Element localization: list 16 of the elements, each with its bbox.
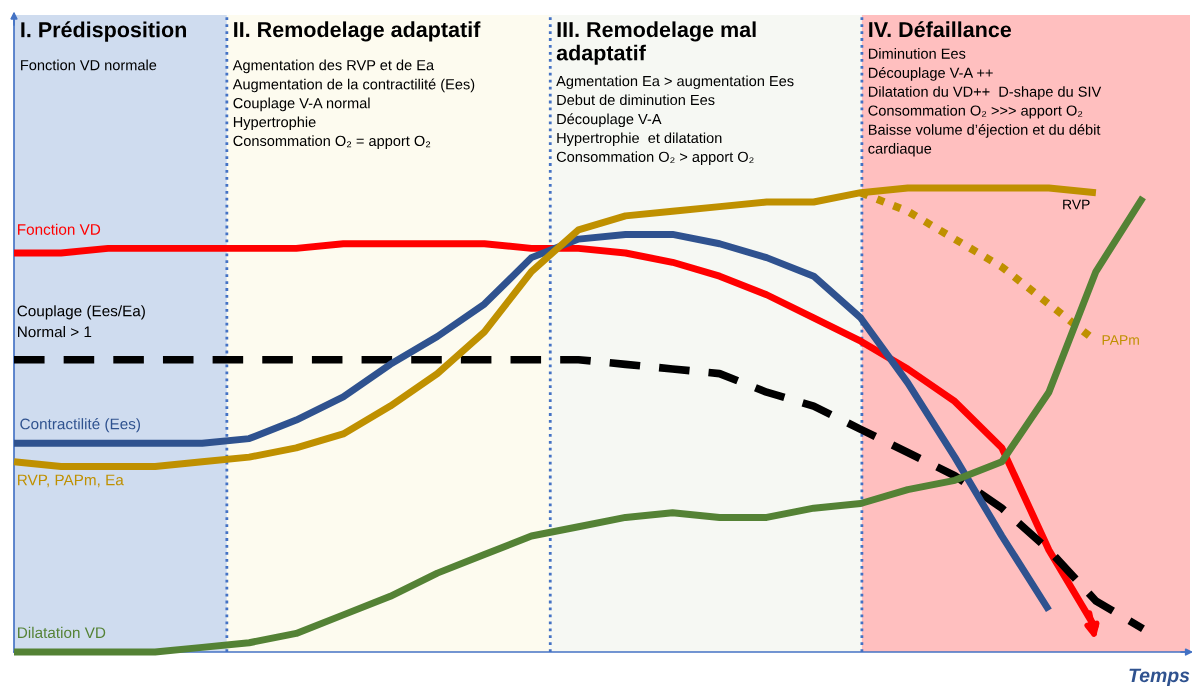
x-axis-title: Temps bbox=[1129, 668, 1190, 687]
text: IV. Défaillance bbox=[869, 21, 1012, 38]
series-label: Fonction VD bbox=[18, 223, 101, 235]
series-label: RVP, PAPm, Ea bbox=[18, 474, 124, 488]
annotation: RVP bbox=[1063, 199, 1090, 210]
series-label: Contractilité (Ees) bbox=[20, 417, 141, 433]
series-label: Dilatation VD bbox=[18, 626, 106, 639]
text: II. Remodelage adaptatif bbox=[234, 21, 481, 42]
text: Agmentation Ea > augmentation Ees Debut de diminution Ees Découplage V-A Hypertrophie et dilatation Consommation O₂ > apport O₂ bbox=[556, 75, 794, 165]
text: Fonction VD normale bbox=[21, 59, 157, 71]
text: I. Prédisposition bbox=[21, 21, 187, 42]
series-label: Couplage (Ees/Ea) Normal > 1 bbox=[17, 305, 145, 338]
text: Diminution Ees Découplage V-A ++ Dilatation du VD++ D-shape du SIV Consommation O₂ >>> apport O₂ Baisse volume d’éjection et du débit cardiaque bbox=[868, 48, 1102, 157]
series-label: PAPm bbox=[1102, 335, 1139, 345]
text: III. Remodelage mal adaptatif bbox=[556, 21, 756, 65]
text: Agmentation des RVP et de Ea Augmentation de la contractilité (Ees) Couplage V-A normal Hypertrophie Consommation O₂ = apport O₂ bbox=[232, 59, 475, 149]
